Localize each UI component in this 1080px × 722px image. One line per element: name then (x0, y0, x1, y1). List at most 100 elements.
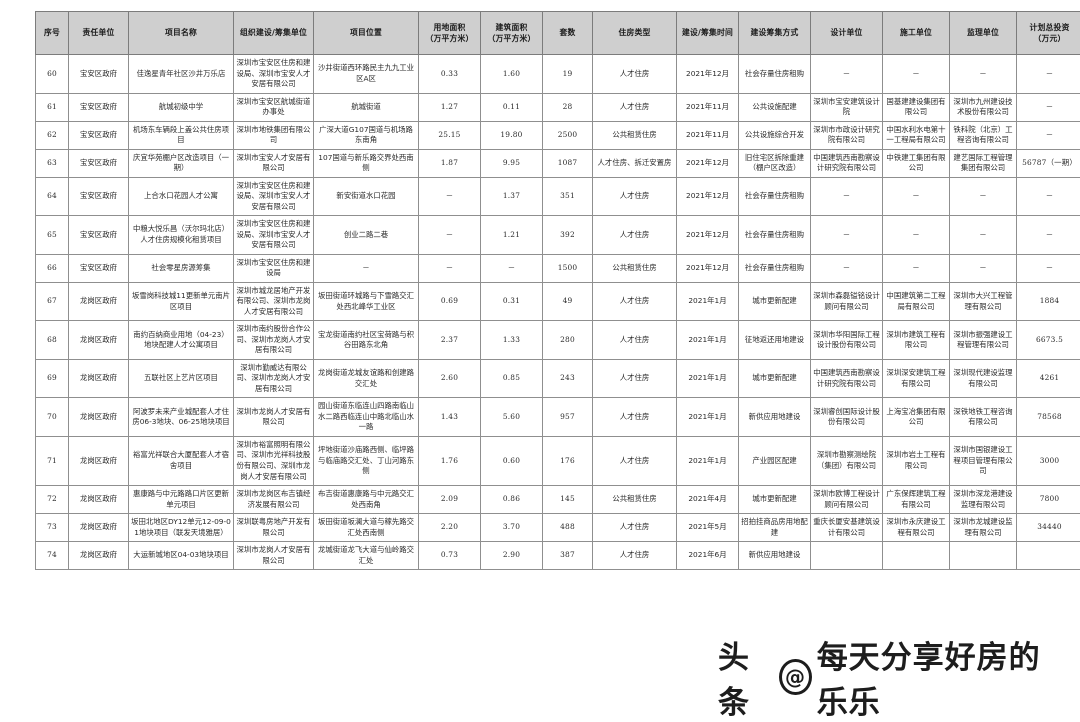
cell-housing-type: 人才住房 (593, 542, 677, 570)
cell-construction-method: 社会存量住房租购 (739, 254, 811, 282)
cell-project-name: 机场东车辆段上盖公共住房项目 (129, 121, 234, 149)
cell-responsible-unit: 龙岗区政府 (69, 486, 129, 514)
cell-construction-time: 2021年12月 (677, 216, 739, 255)
cell-housing-type: 人才住房 (593, 321, 677, 360)
cell-total-investment: 4261 (1017, 359, 1080, 398)
cell-housing-type: 人才住房 (593, 398, 677, 437)
header-line: 项目位置 (350, 28, 382, 37)
cell-responsible-unit: 宝安区政府 (69, 254, 129, 282)
cell-supervision-unit: 建艺国际工程管理集团有限公司 (950, 149, 1017, 177)
cell-supervision-unit: － (950, 55, 1017, 94)
cell-index: 63 (36, 149, 69, 177)
cell-construction-method: 城市更新配建 (739, 282, 811, 321)
cell-construction-time: 2021年1月 (677, 282, 739, 321)
cell-project-name: 裕富光祥联合大厦配套人才宿舍项目 (129, 436, 234, 485)
cell-construction-unit: － (883, 254, 950, 282)
cell-project-location: － (314, 254, 419, 282)
cell-project-name: 佳逸星青年社区沙井万乐店 (129, 55, 234, 94)
header-line: 责任单位 (83, 28, 115, 37)
cell-design-unit: 重庆长厦安基建筑设计有限公司 (811, 514, 883, 542)
column-header-index: 序号 (36, 12, 69, 55)
cell-organizing-unit: 深圳市宝安区住房和建设局 (234, 254, 314, 282)
cell-index: 67 (36, 282, 69, 321)
cell-land-area: 2.09 (419, 486, 481, 514)
cell-organizing-unit: 深圳市宝安区住房和建设局、深圳市宝安人才安居有限公司 (234, 177, 314, 216)
cell-construction-method: 城市更新配建 (739, 359, 811, 398)
cell-housing-type: 公共租赁住房 (593, 254, 677, 282)
cell-housing-type: 人才住房 (593, 93, 677, 121)
cell-project-location: 广深大道G107国道与机场路东南角 (314, 121, 419, 149)
cell-construction-method: 社会存量住房租购 (739, 177, 811, 216)
column-header-land-area: 用地面积 （万平方米） (419, 12, 481, 55)
watermark-at-icon: @ (779, 659, 811, 695)
cell-index: 61 (36, 93, 69, 121)
cell-construction-time: 2021年1月 (677, 321, 739, 360)
cell-construction-unit: 深圳市建筑工程有限公司 (883, 321, 950, 360)
cell-responsible-unit: 龙岗区政府 (69, 436, 129, 485)
cell-design-unit: 深圳市宝安建筑设计院 (811, 93, 883, 121)
cell-building-area: 0.85 (481, 359, 543, 398)
cell-index: 64 (36, 177, 69, 216)
cell-index: 69 (36, 359, 69, 398)
cell-building-area: － (481, 254, 543, 282)
cell-land-area: － (419, 216, 481, 255)
cell-index: 70 (36, 398, 69, 437)
cell-organizing-unit: 深圳市龙岗人才安居有限公司 (234, 542, 314, 570)
cell-organizing-unit: 深圳市裕富照明有限公司、深圳市光祥科技股份有限公司、深圳市龙岗人才安居有限公司 (234, 436, 314, 485)
cell-land-area: 1.27 (419, 93, 481, 121)
column-header-supervision-unit: 监理单位 (950, 12, 1017, 55)
cell-building-area: 1.37 (481, 177, 543, 216)
header-line-unit: （万元） (1034, 34, 1066, 43)
column-header-total-investment: 计划总投资 （万元） (1017, 12, 1080, 55)
cell-unit-count: 351 (543, 177, 593, 216)
cell-responsible-unit: 龙岗区政府 (69, 321, 129, 360)
cell-design-unit: 深圳市勘察测绘院（集团）有限公司 (811, 436, 883, 485)
cell-supervision-unit: 深圳市国银建设工程项目管理有限公司 (950, 436, 1017, 485)
cell-total-investment: － (1017, 216, 1080, 255)
cell-housing-type: 人才住房 (593, 177, 677, 216)
cell-construction-unit: 中铁建工集团有限公司 (883, 149, 950, 177)
cell-project-location: 园山街道东临连山四路南临山水二路西临连山中路北临山水一路 (314, 398, 419, 437)
cell-total-investment: 78568 (1017, 398, 1080, 437)
cell-building-area: 0.60 (481, 436, 543, 485)
cell-design-unit: － (811, 177, 883, 216)
header-line: 组织建设/筹集单位 (240, 28, 307, 37)
cell-supervision-unit: 深圳市大兴工程管理有限公司 (950, 282, 1017, 321)
cell-construction-time: 2021年12月 (677, 55, 739, 94)
cell-land-area: 2.60 (419, 359, 481, 398)
cell-housing-type: 人才住房、拆迁安置房 (593, 149, 677, 177)
watermark-author: 每天分享好房的乐乐 (817, 632, 1070, 722)
cell-construction-unit: 深圳深安建筑工程有限公司 (883, 359, 950, 398)
housing-projects-table: 序号 责任单位 项目名称 组织建设/筹集单位 项目位置 用地面积 （万平方米） … (35, 11, 1080, 570)
cell-unit-count: 392 (543, 216, 593, 255)
header-line: 用地面积 (434, 23, 466, 32)
cell-project-location: 龙岗街道龙城友谊路和创建路交汇处 (314, 359, 419, 398)
cell-total-investment: 6673.5 (1017, 321, 1080, 360)
cell-land-area: 0.33 (419, 55, 481, 94)
cell-building-area: 0.31 (481, 282, 543, 321)
cell-housing-type: 人才住房 (593, 359, 677, 398)
cell-index: 66 (36, 254, 69, 282)
cell-construction-method: 旧住宅区拆除重建（棚户区改造） (739, 149, 811, 177)
cell-design-unit: 深圳市森磊镒铭设计顾问有限公司 (811, 282, 883, 321)
cell-construction-method: 社会存量住房租购 (739, 216, 811, 255)
header-line: 计划总投资 (1030, 23, 1070, 32)
table-header-row: 序号 责任单位 项目名称 组织建设/筹集单位 项目位置 用地面积 （万平方米） … (36, 12, 1080, 55)
column-header-responsible-unit: 责任单位 (69, 12, 129, 55)
cell-construction-unit: 深圳市永庆建设工程有限公司 (883, 514, 950, 542)
column-header-construction-unit: 施工单位 (883, 12, 950, 55)
cell-responsible-unit: 宝安区政府 (69, 93, 129, 121)
cell-supervision-unit: 深圳市龙城建设监理有限公司 (950, 514, 1017, 542)
cell-design-unit: 中国建筑西南勘察设计研究院有限公司 (811, 149, 883, 177)
cell-construction-method: 城市更新配建 (739, 486, 811, 514)
header-line: 施工单位 (900, 28, 932, 37)
cell-housing-type: 公共租赁住房 (593, 486, 677, 514)
cell-supervision-unit: － (950, 177, 1017, 216)
cell-index: 62 (36, 121, 69, 149)
cell-construction-method: 征地返还用地建设 (739, 321, 811, 360)
